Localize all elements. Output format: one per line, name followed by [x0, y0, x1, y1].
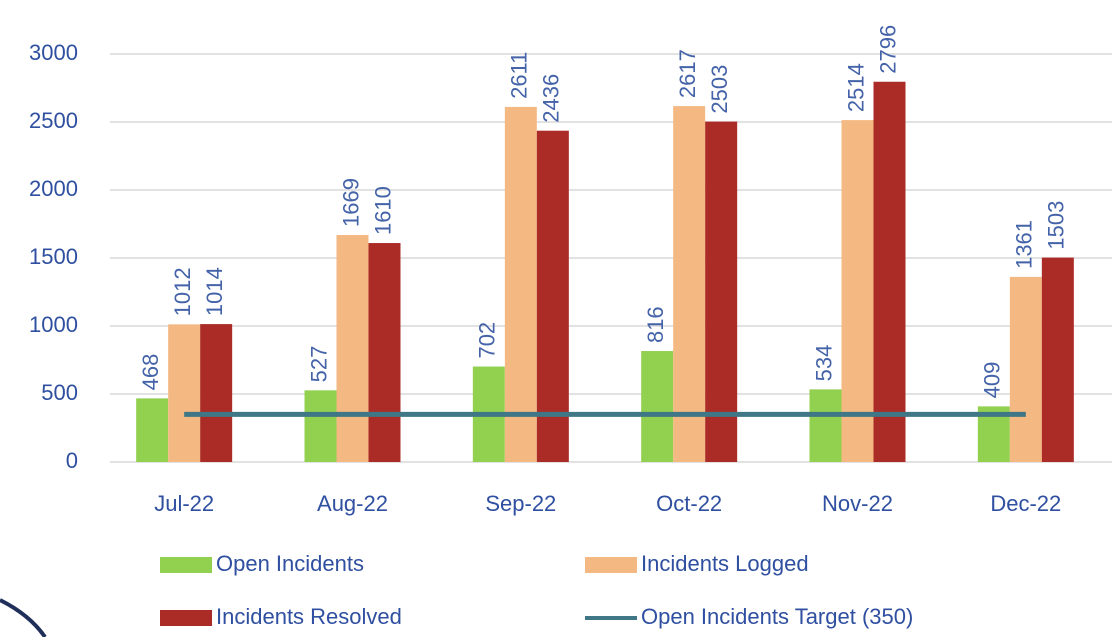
legend-swatch — [160, 557, 212, 573]
legend-swatch — [585, 557, 637, 573]
data-label: 702 — [475, 322, 500, 359]
bar — [368, 243, 401, 462]
y-tick-label: 0 — [66, 448, 78, 473]
legend-swatch — [160, 610, 212, 626]
bar — [1009, 276, 1042, 462]
x-tick-label: Jul-22 — [154, 491, 214, 516]
bar — [673, 106, 706, 462]
legend-label: Open Incidents Target (350) — [641, 604, 913, 629]
data-label: 409 — [980, 362, 1005, 399]
bar — [841, 120, 874, 462]
bar — [200, 324, 233, 462]
bar — [336, 235, 369, 462]
y-tick-label: 2000 — [29, 176, 78, 201]
data-label: 816 — [643, 306, 668, 343]
data-label: 1014 — [202, 267, 227, 316]
data-label: 1361 — [1012, 220, 1037, 269]
data-label: 1669 — [338, 178, 363, 227]
data-label: 1610 — [370, 186, 395, 235]
data-label: 527 — [306, 346, 331, 383]
bar — [536, 130, 569, 463]
legend-label: Incidents Logged — [641, 551, 809, 576]
data-label: 468 — [138, 354, 163, 391]
bar — [809, 389, 842, 462]
data-label: 1503 — [1044, 201, 1069, 250]
bar — [504, 106, 537, 463]
bar — [168, 324, 201, 462]
bar — [304, 390, 337, 462]
y-tick-label: 3000 — [29, 40, 78, 65]
y-tick-label: 2500 — [29, 108, 78, 133]
data-label: 2611 — [507, 52, 532, 99]
bar — [705, 121, 738, 462]
bar — [873, 81, 906, 462]
legend-label: Incidents Resolved — [216, 604, 402, 629]
data-label: 2503 — [707, 65, 732, 114]
y-tick-label: 1000 — [29, 312, 78, 337]
y-tick-label: 500 — [41, 380, 78, 405]
x-tick-label: Dec-22 — [990, 491, 1061, 516]
data-label: 1012 — [170, 267, 195, 316]
x-tick-label: Nov-22 — [822, 491, 893, 516]
bar — [641, 351, 674, 462]
decoration-arc — [0, 598, 47, 639]
x-tick-label: Sep-22 — [485, 491, 556, 516]
data-label: 534 — [811, 345, 836, 382]
legend-label: Open Incidents — [216, 551, 364, 576]
data-label: 2436 — [539, 74, 564, 123]
bar — [1041, 257, 1074, 462]
y-tick-label: 1500 — [29, 244, 78, 269]
data-label: 2514 — [843, 63, 868, 112]
x-tick-label: Oct-22 — [656, 491, 722, 516]
data-label: 2796 — [875, 25, 900, 74]
x-tick-label: Aug-22 — [317, 491, 388, 516]
bar — [136, 398, 169, 462]
data-label: 2617 — [675, 49, 700, 98]
